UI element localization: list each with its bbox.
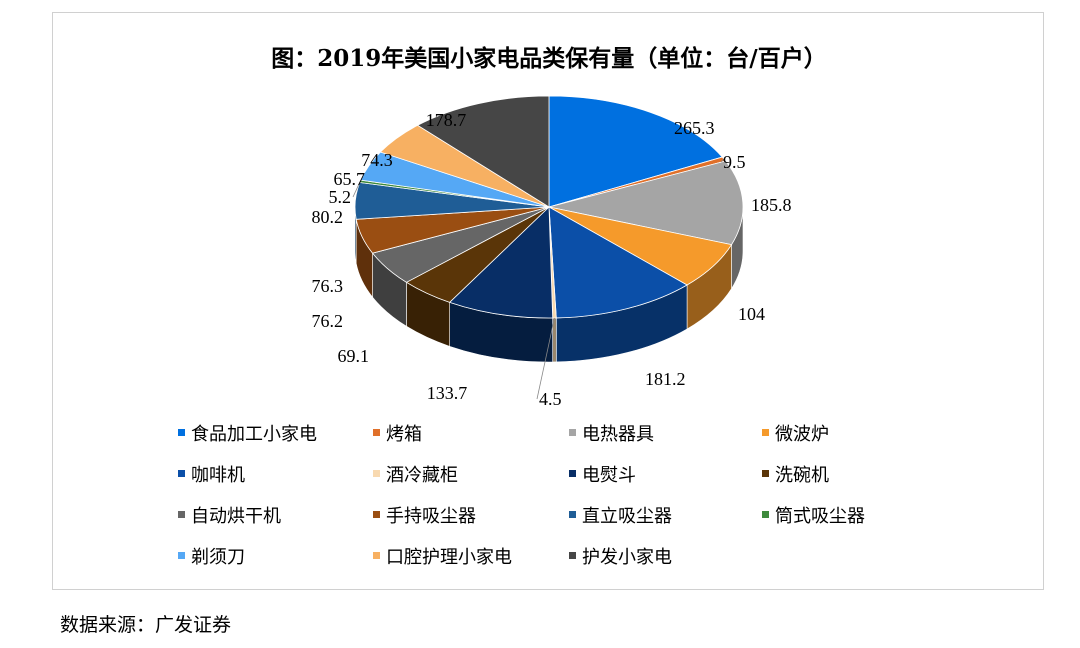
legend-swatch bbox=[178, 552, 185, 559]
legend-item: 电热器具 bbox=[569, 418, 762, 447]
legend-swatch bbox=[762, 470, 769, 477]
legend-item: 直立吸尘器 bbox=[569, 500, 762, 529]
legend-label: 手持吸尘器 bbox=[386, 505, 476, 527]
legend-swatch bbox=[762, 429, 769, 436]
legend-item: 护发小家电 bbox=[569, 541, 762, 570]
legend: 食品加工小家电 烤箱 电热器具 微波炉咖啡机 酒冷藏柜 电熨斗 洗碗机自动烘干机 手持吸尘器 直… bbox=[178, 418, 998, 570]
legend-label: 口腔护理小家电 bbox=[386, 546, 512, 568]
legend-item: 剃须刀 bbox=[178, 541, 373, 570]
legend-label: 咖啡机 bbox=[191, 464, 245, 486]
data-label-1: 9.5 bbox=[723, 152, 746, 172]
legend-swatch bbox=[762, 511, 769, 518]
legend-label: 自动烘干机 bbox=[191, 505, 281, 527]
legend-item: 烤箱 bbox=[373, 418, 569, 447]
pie-top bbox=[354, 95, 744, 319]
data-label-11: 5.2 bbox=[329, 187, 352, 207]
legend-item: 手持吸尘器 bbox=[373, 500, 569, 529]
legend-swatch bbox=[569, 511, 576, 518]
legend-label: 护发小家电 bbox=[582, 546, 672, 568]
legend-swatch bbox=[373, 470, 380, 477]
leader-line-1 bbox=[720, 158, 725, 163]
legend-item: 咖啡机 bbox=[178, 459, 373, 488]
chart-title: 图：2019年美国小家电品类保有量（单位：台/百户） bbox=[271, 45, 827, 72]
legend-swatch bbox=[178, 429, 185, 436]
leader-line-5 bbox=[536, 317, 555, 400]
data-label-13: 74.3 bbox=[361, 150, 393, 170]
leader-line-11 bbox=[352, 181, 361, 198]
legend-label: 电热器具 bbox=[582, 423, 654, 445]
legend-item: 筒式吸尘器 bbox=[762, 500, 962, 529]
legend-swatch bbox=[569, 470, 576, 477]
pie-chart: 265.3 9.5 185.8 104 181.2 4.5 133.7 69.1 76.2 76.… bbox=[312, 95, 792, 409]
legend-label: 微波炉 bbox=[775, 423, 829, 445]
legend-swatch bbox=[373, 552, 380, 559]
data-label-10: 80.2 bbox=[312, 207, 344, 227]
data-label-5: 4.5 bbox=[539, 389, 562, 409]
data-label-6: 133.7 bbox=[427, 383, 468, 403]
legend-swatch bbox=[178, 470, 185, 477]
legend-label: 电熨斗 bbox=[582, 464, 636, 486]
source-note: 数据来源：广发证券 bbox=[60, 614, 232, 636]
legend-label: 洗碗机 bbox=[775, 464, 829, 486]
data-label-12: 65.7 bbox=[334, 169, 366, 189]
legend-item: 洗碗机 bbox=[762, 459, 962, 488]
data-label-7: 69.1 bbox=[338, 346, 370, 366]
data-label-3: 104 bbox=[738, 304, 765, 324]
legend-item: 微波炉 bbox=[762, 418, 962, 447]
legend-item: 口腔护理小家电 bbox=[373, 541, 569, 570]
data-label-2: 185.8 bbox=[751, 195, 792, 215]
legend-swatch bbox=[373, 511, 380, 518]
legend-item: 酒冷藏柜 bbox=[373, 459, 569, 488]
data-label-8: 76.2 bbox=[312, 311, 344, 331]
legend-label: 直立吸尘器 bbox=[582, 505, 672, 527]
data-labels: 265.3 9.5 185.8 104 181.2 4.5 133.7 69.1 76.2 76.… bbox=[312, 110, 792, 409]
legend-item: 食品加工小家电 bbox=[178, 418, 373, 447]
legend-item: 自动烘干机 bbox=[178, 500, 373, 529]
legend-swatch bbox=[178, 511, 185, 518]
data-label-4: 181.2 bbox=[645, 369, 686, 389]
pie-slice-2 bbox=[548, 160, 744, 246]
data-label-0: 265.3 bbox=[674, 118, 715, 138]
pie-slice-0 bbox=[548, 95, 723, 208]
chart-frame: 图：2019年美国小家电品类保有量（单位：台/百户） 265.3 9.5 185.8… bbox=[52, 12, 1044, 590]
data-label-14: 178.7 bbox=[426, 110, 467, 130]
pie-slice-14 bbox=[416, 95, 550, 208]
legend-label: 筒式吸尘器 bbox=[775, 505, 865, 527]
data-label-9: 76.3 bbox=[312, 276, 344, 296]
legend-swatch bbox=[569, 429, 576, 436]
legend-swatch bbox=[569, 552, 576, 559]
legend-label: 酒冷藏柜 bbox=[386, 464, 458, 486]
pie-slice-4 bbox=[548, 206, 688, 319]
legend-label: 食品加工小家电 bbox=[191, 423, 317, 445]
legend-label: 剃须刀 bbox=[191, 546, 245, 568]
legend-label: 烤箱 bbox=[386, 423, 422, 445]
pie-slice-6 bbox=[448, 206, 554, 319]
legend-swatch bbox=[373, 429, 380, 436]
legend-item: 电熨斗 bbox=[569, 459, 762, 488]
leader-lines bbox=[352, 158, 725, 400]
